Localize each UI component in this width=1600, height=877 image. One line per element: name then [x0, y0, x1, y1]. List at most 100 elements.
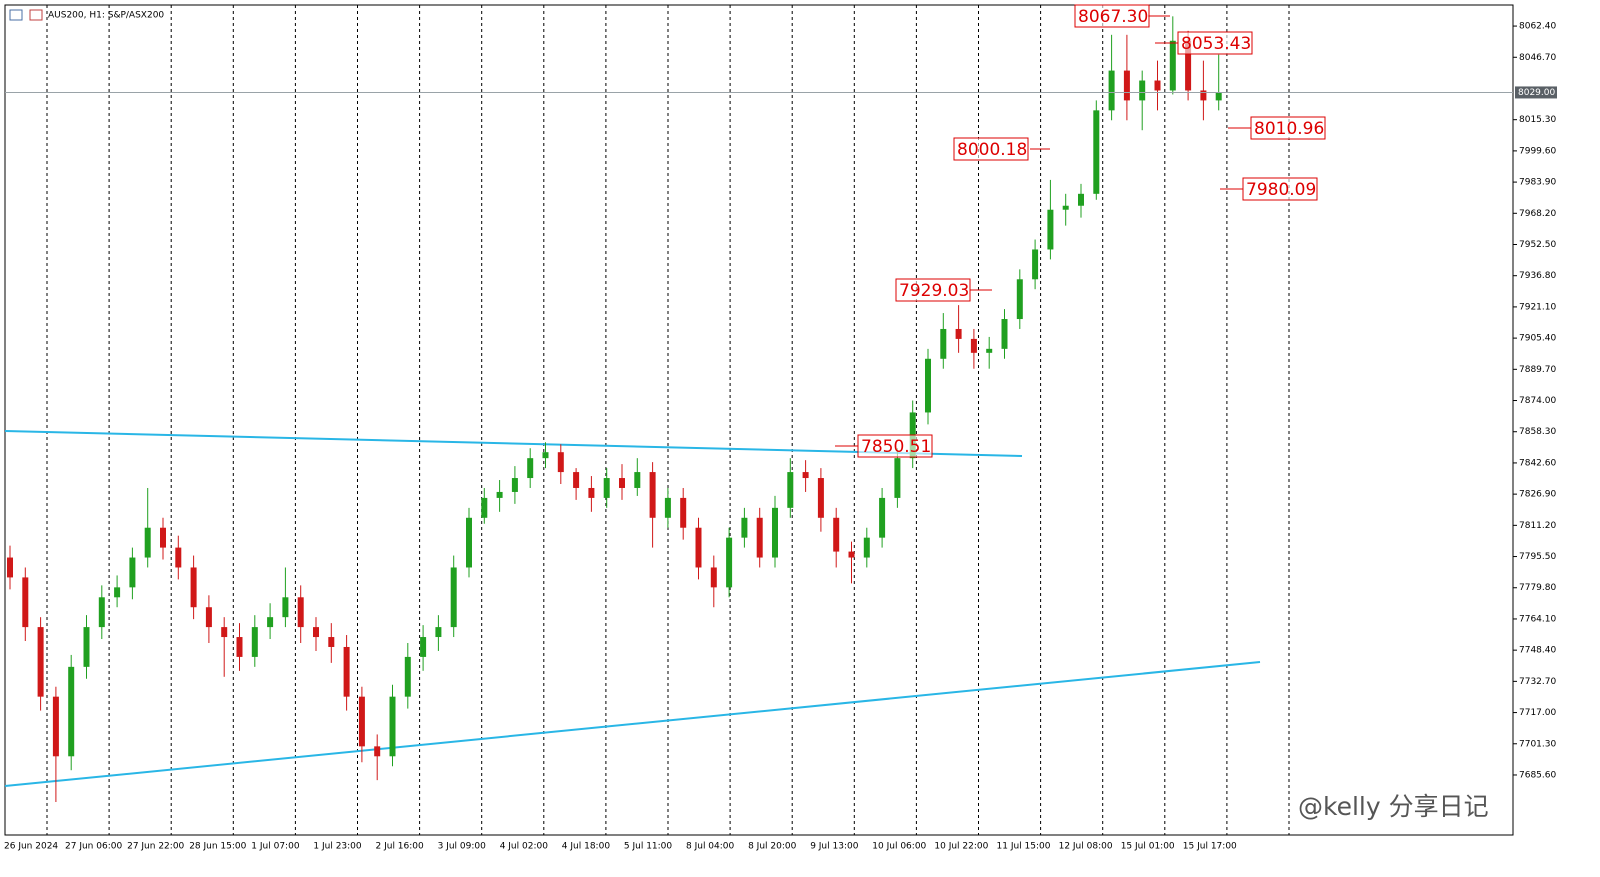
candle-body — [175, 547, 182, 568]
candle-body — [1215, 92, 1222, 101]
y-tick-label: 7968.20 — [1519, 209, 1556, 219]
candle-body — [756, 517, 763, 558]
x-tick-label: 1 Jul 07:00 — [251, 842, 300, 852]
watermark: @kelly 分享日记 — [1298, 792, 1489, 821]
candle-body — [190, 567, 197, 608]
x-tick-label: 11 Jul 15:00 — [997, 842, 1051, 852]
candle-body — [802, 472, 809, 479]
candle-body — [1185, 40, 1192, 91]
x-tick-label: 28 Jun 15:00 — [189, 842, 246, 852]
y-tick-label: 7842.60 — [1519, 458, 1556, 468]
candle-body — [925, 358, 931, 413]
candle-body — [374, 746, 381, 757]
candle-body — [772, 507, 778, 558]
candle-body — [389, 696, 396, 757]
candle-body — [986, 348, 993, 353]
candle-body — [251, 627, 258, 657]
annotation-box — [1250, 116, 1326, 140]
y-tick-label: 7795.50 — [1519, 552, 1556, 562]
current-price-label: 8029.00 — [1518, 88, 1555, 98]
candle-body — [833, 517, 840, 552]
x-tick-label: 1 Jul 23:00 — [313, 842, 362, 852]
candle-body — [1032, 249, 1039, 280]
y-tick-label: 7764.10 — [1519, 614, 1556, 624]
annotation-box — [1242, 177, 1318, 201]
candle-body — [1001, 319, 1008, 349]
x-tick-label: 8 Jul 04:00 — [686, 842, 735, 852]
x-tick-label: 27 Jun 06:00 — [65, 842, 122, 852]
candle-body — [1123, 70, 1130, 101]
candle-body — [98, 597, 105, 628]
y-tick-label: 8015.30 — [1519, 115, 1556, 125]
candle-body — [83, 627, 90, 667]
candle-body — [358, 696, 365, 747]
candle-body — [527, 458, 534, 479]
y-tick-label: 7748.40 — [1519, 646, 1556, 656]
candle-body — [603, 478, 610, 498]
y-tick-label: 7811.20 — [1519, 521, 1556, 531]
candle-body — [726, 537, 733, 588]
y-tick-label: 7732.70 — [1519, 677, 1556, 687]
candle-body — [787, 472, 794, 508]
y-tick-label: 8046.70 — [1519, 53, 1556, 63]
annotation-box — [953, 137, 1029, 161]
candle-body — [420, 637, 427, 657]
candle-body — [680, 497, 687, 528]
y-tick-label: 7889.70 — [1519, 365, 1556, 375]
candle-body — [894, 458, 901, 498]
y-tick-label: 7858.30 — [1519, 427, 1556, 437]
candle-body — [970, 338, 977, 353]
candle-body — [1139, 80, 1146, 101]
icon — [9, 9, 23, 21]
candle-body — [1200, 90, 1207, 101]
candle-body — [404, 656, 411, 697]
candle-body — [848, 551, 855, 558]
annotation-label: 8067.30 — [1078, 7, 1148, 27]
x-tick-label: 5 Jul 11:00 — [624, 842, 673, 852]
candle-body — [22, 577, 29, 628]
candle-body — [144, 527, 151, 558]
candle-body — [68, 666, 75, 757]
y-tick-label: 7779.80 — [1519, 583, 1556, 593]
y-tick-label: 7936.80 — [1519, 271, 1556, 281]
candle-body — [435, 627, 442, 638]
candle-body — [695, 527, 702, 568]
plot-frame — [4, 4, 1514, 836]
candle-body — [879, 497, 886, 538]
candle-body — [649, 472, 656, 518]
candle-body — [160, 527, 166, 548]
candle-body — [619, 478, 625, 488]
candle-body — [741, 517, 748, 538]
y-tick-label: 7685.60 — [1519, 770, 1556, 780]
y-tick-label: 7826.90 — [1519, 490, 1556, 500]
candle-body — [7, 557, 13, 578]
x-tick-label: 15 Jul 01:00 — [1121, 842, 1175, 852]
candle-body — [634, 472, 641, 488]
annotation-label: 7980.09 — [1246, 180, 1316, 200]
x-tick-label: 4 Jul 02:00 — [500, 842, 549, 852]
annotation-box — [895, 278, 971, 302]
x-tick-label: 2 Jul 16:00 — [376, 842, 425, 852]
candle-body — [221, 627, 228, 638]
candle-body — [1078, 193, 1084, 206]
x-tick-label: 3 Jul 09:00 — [438, 842, 487, 852]
candle-body — [1062, 205, 1069, 210]
candle-body — [710, 567, 717, 588]
candle-body — [664, 497, 671, 518]
candle-body — [1016, 279, 1023, 320]
candle-body — [863, 537, 870, 558]
candle-body — [1169, 40, 1176, 91]
y-tick-label: 7905.40 — [1519, 334, 1556, 344]
candle-body — [1047, 209, 1054, 250]
annotation-label: 8010.96 — [1254, 119, 1324, 139]
candle-body — [205, 607, 212, 628]
resistance-trendline — [4, 430, 1023, 457]
candle-body — [1154, 80, 1161, 91]
candle-body — [481, 497, 488, 518]
x-tick-label: 27 Jun 22:00 — [127, 842, 184, 852]
y-tick-label: 7874.00 — [1519, 396, 1556, 406]
x-tick-label: 10 Jul 06:00 — [872, 842, 926, 852]
